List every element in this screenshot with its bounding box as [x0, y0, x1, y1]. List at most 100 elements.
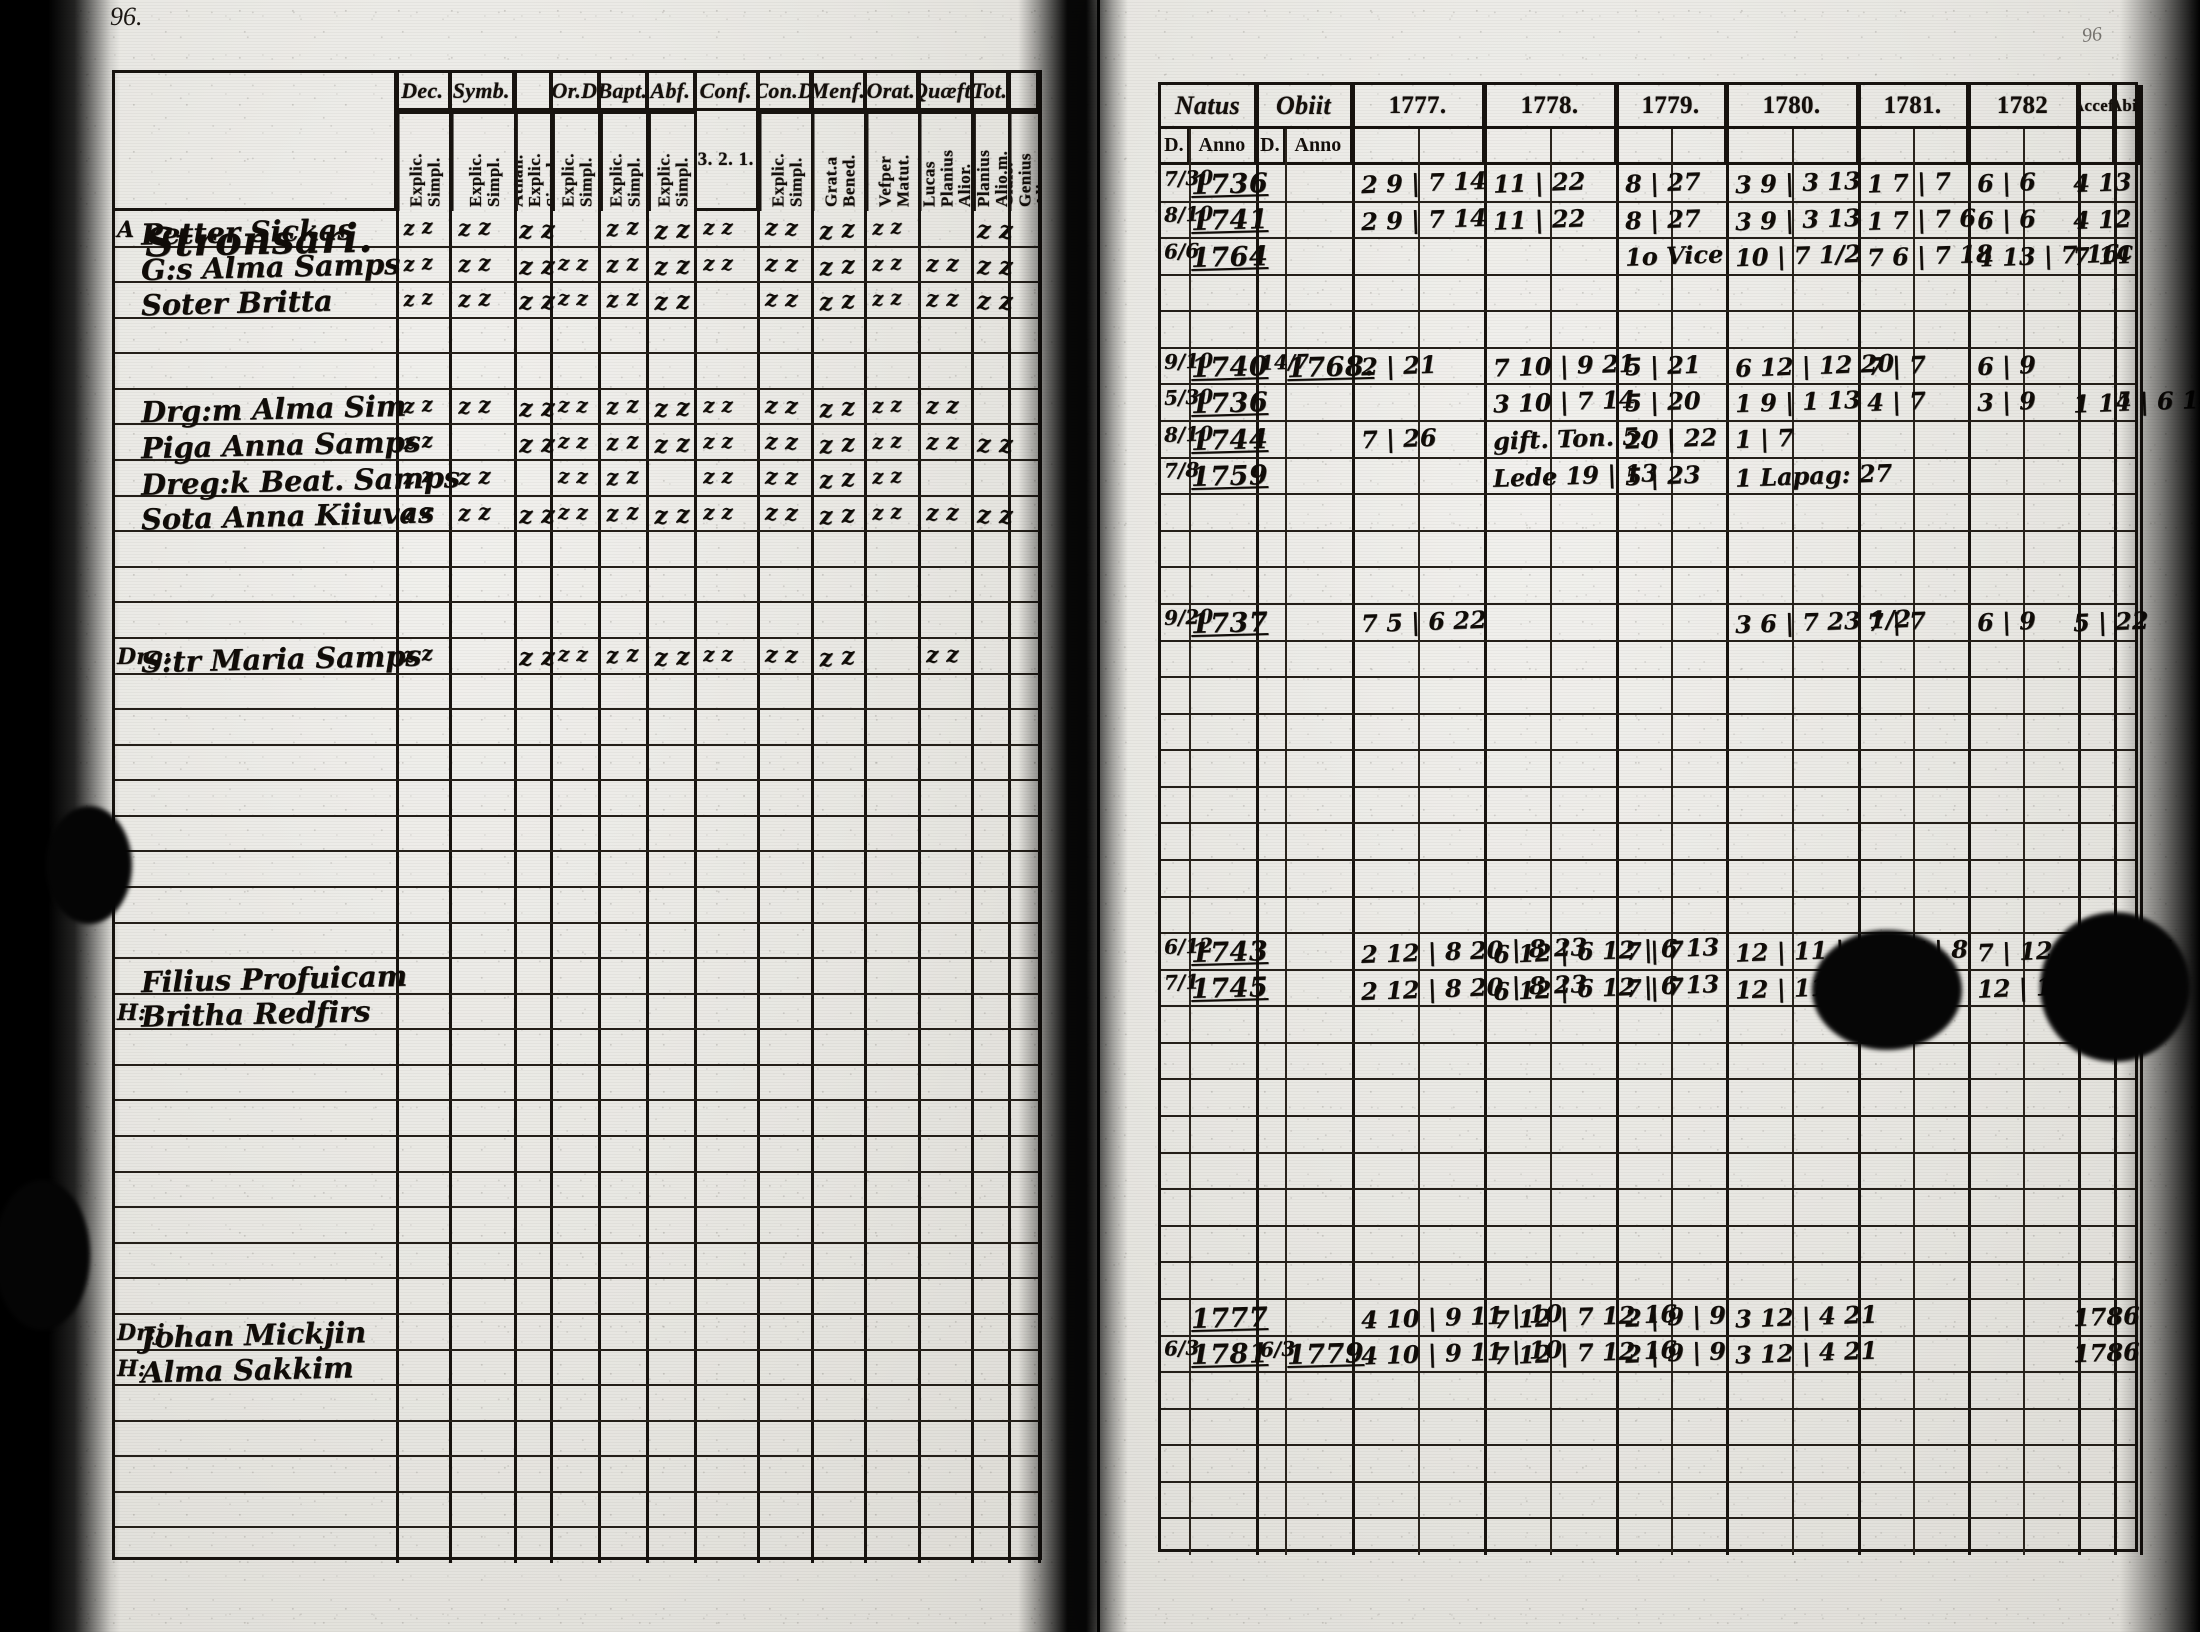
- right-vrule-sub-3: [1550, 129, 1552, 1555]
- attendance-mark: z z: [817, 392, 855, 424]
- attendance-mark: z z: [703, 215, 733, 240]
- left-row-rule-6: [115, 423, 1039, 425]
- folio-number-left: 96.: [110, 2, 143, 32]
- left-row-rule-3: [115, 317, 1039, 319]
- left-row-rule-26: [115, 1135, 1039, 1137]
- left-row-rule-32: [115, 1349, 1039, 1351]
- year-value-y1780: 3 6 | 7 23 1/2: [1735, 604, 1912, 639]
- right-row-rule-11: [1161, 566, 2135, 568]
- right-vrule-sub-5: [1792, 129, 1794, 1555]
- left-row-rule-27: [115, 1171, 1039, 1173]
- attendance-mark: z z: [605, 392, 640, 421]
- year-value-y1782: 4 13 | 7 16: [1977, 239, 2120, 273]
- attendance-mark: z z: [871, 392, 902, 418]
- year-value-y1778: 7 10 | 9 21: [1493, 348, 1636, 382]
- attendance-mark: z z: [765, 500, 798, 527]
- abit-value: C: [2117, 241, 2134, 266]
- year-value-y1778: gift. Ton. 5.: [1493, 421, 1648, 455]
- left-vrule-1: [514, 73, 517, 1563]
- accefl-value: 7 14: [2073, 240, 2132, 271]
- left-row-rule-22: [115, 993, 1039, 995]
- left-col-header-main-5: Abf.: [648, 73, 696, 111]
- attendance-mark: z z: [765, 215, 798, 242]
- obiit-day: 6/3: [1260, 1337, 1296, 1362]
- right-row-rule-9: [1161, 493, 2135, 495]
- right-row-rule-35: [1161, 1444, 2135, 1446]
- attendance-mark: z z: [703, 393, 733, 418]
- right-row-rule-5: [1161, 347, 2135, 349]
- left-col-header-main-4: Bapt.: [600, 73, 648, 111]
- right-vrule-sub-6: [1913, 129, 1915, 1555]
- attendance-mark: z z: [402, 250, 434, 276]
- left-vrule-10: [971, 73, 974, 1563]
- left-row-rule-28: [115, 1206, 1039, 1208]
- right-vrule-group-9: [2140, 85, 2143, 1555]
- left-row-rule-34: [115, 1420, 1039, 1422]
- entry-prefix-9: H:: [117, 1000, 146, 1026]
- year-value-y1779: 5 | 23: [1625, 459, 1702, 491]
- right-vrule-sub-2: [1418, 129, 1420, 1555]
- attendance-mark: z z: [703, 642, 733, 667]
- left-col-header-sub-0: Explic. Simpl.: [397, 111, 451, 211]
- abit-value: 5: [2117, 387, 2132, 411]
- attendance-mark: z z: [871, 250, 902, 276]
- left-row-rule-8: [115, 495, 1039, 497]
- left-col-header-sub-10: Lucas Planius Alior.: [919, 111, 973, 211]
- left-row-rule-24: [115, 1064, 1039, 1066]
- year-value-y1777: 2 12 | 8 20 | 8 23: [1361, 969, 1588, 1006]
- year-value-y1779: 2 | 9 | 9: [1625, 1300, 1727, 1333]
- attendance-mark: z z: [402, 463, 434, 489]
- right-subheader-d-0: D.: [1161, 129, 1190, 165]
- left-row-rule-17: [115, 815, 1039, 817]
- right-col-header-9: Abit: [2115, 85, 2141, 129]
- right-row-rule-2: [1161, 237, 2135, 239]
- left-col-header-sub-3: Explic. Simpl.: [552, 111, 600, 211]
- attendance-mark: z z: [925, 393, 958, 420]
- left-col-header-main-2: [515, 73, 552, 111]
- left-row-rule-11: [115, 601, 1039, 603]
- right-row-rule-17: [1161, 786, 2135, 788]
- attendance-mark: z z: [703, 464, 733, 489]
- attendance-mark: z z: [925, 251, 958, 278]
- left-row-rule-21: [115, 957, 1039, 959]
- attendance-mark: z z: [458, 286, 492, 314]
- year-value-y1780: 3 9 | 3 13: [1735, 166, 1862, 199]
- attendance-mark: z z: [558, 393, 588, 418]
- left-col-header-sub-2: Athan. Explic. Simpl.: [515, 111, 552, 211]
- right-row-rule-7: [1161, 420, 2135, 422]
- right-row-rule-23: [1161, 1005, 2135, 1007]
- year-value-y1777: 2 12 | 8 20 | 8 23: [1361, 932, 1588, 969]
- right-subheader-d-1: D.: [1257, 129, 1286, 165]
- right-row-rule-12: [1161, 603, 2135, 605]
- right-row-rule-28: [1161, 1188, 2135, 1190]
- left-col-header-main-7: Con.D: [759, 73, 813, 111]
- natus-day: 6/6: [1164, 238, 1200, 263]
- left-col-header-main-0: Dec.: [397, 73, 451, 111]
- left-col-header-main-11: Tot.: [973, 73, 1010, 111]
- left-vrule-9: [918, 73, 921, 1563]
- attendance-mark: z z: [765, 642, 798, 669]
- year-value-y1782: 6 | 9: [1977, 606, 2037, 637]
- attendance-mark: z z: [458, 499, 492, 527]
- left-vrule-7: [811, 73, 814, 1563]
- year-value-y1780: 10 | 7 1/2: [1735, 239, 1862, 272]
- attendance-mark: z z: [765, 428, 798, 455]
- year-value-y1778: 11 | 22: [1493, 166, 1586, 198]
- attendance-mark: z z: [871, 428, 902, 454]
- accefl-value: 5 | 22: [2073, 606, 2150, 638]
- right-vrule-sub-0: [1189, 129, 1191, 1555]
- left-row-rule-10: [115, 566, 1039, 568]
- year-value-y1778: 7 12 | 7 12 16: [1493, 1335, 1678, 1370]
- right-subheader-blank-9: [2115, 129, 2141, 165]
- left-examination-table: Dec. Explic. Simpl. Symb. Explic. Simpl. Ath…: [112, 70, 1042, 1560]
- right-subheader-blank-8: [2079, 129, 2115, 165]
- year-value-y1779: 1o Vice: [1625, 239, 1724, 271]
- year-value-y1777: 2 | 21: [1361, 350, 1438, 382]
- right-row-rule-16: [1161, 749, 2135, 751]
- left-row-rule-14: [115, 708, 1039, 710]
- attendance-mark: z z: [402, 392, 434, 418]
- attendance-mark: z z: [871, 286, 902, 312]
- right-col-header-7: 1782: [1969, 85, 2079, 129]
- attendance-mark: z z: [817, 641, 855, 673]
- attendance-mark: z z: [605, 214, 640, 243]
